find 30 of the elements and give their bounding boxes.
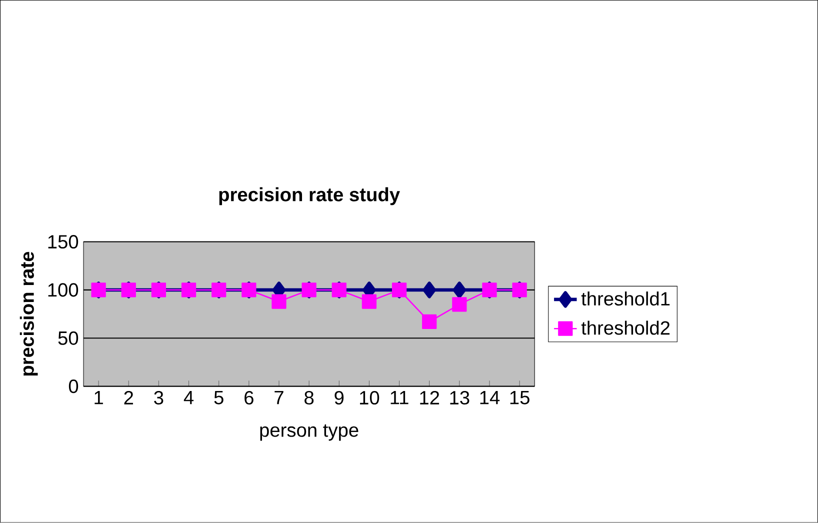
x-tick-label: 11 <box>390 391 408 404</box>
x-tick-label: 8 <box>304 391 314 405</box>
point <box>452 282 466 298</box>
x-tick-label: 15 <box>510 391 530 404</box>
y-tick-label: 100 <box>48 283 78 297</box>
legend-label: threshold2 <box>581 320 670 335</box>
x-tick-label: 7 <box>274 391 284 404</box>
point <box>422 314 437 330</box>
x-tick-label: 12 <box>420 391 440 404</box>
point <box>362 294 377 309</box>
x-tick-label: 13 <box>450 391 470 405</box>
point <box>272 294 286 309</box>
y-tick-label: 0 <box>68 380 78 394</box>
x-tick-label: 10 <box>360 391 380 405</box>
x-tick-label: 9 <box>334 391 344 405</box>
x-tick-label: 1 <box>94 391 103 404</box>
x-tick-label: 14 <box>480 391 500 404</box>
x-tick-label: 2 <box>124 391 133 404</box>
point <box>422 282 436 298</box>
x-tick-label: 5 <box>214 391 224 404</box>
y-axis-title: precision rate <box>20 252 38 376</box>
legend-label: threshold1 <box>581 292 670 306</box>
y-tick-label: 150 <box>48 235 78 249</box>
chart-title: precision rate study <box>219 187 400 206</box>
y-tick-label: 50 <box>58 331 78 345</box>
x-tick-label: 6 <box>244 391 254 405</box>
x-axis-title: person type <box>260 424 358 441</box>
x-tick-label: 3 <box>154 391 164 405</box>
point <box>452 297 467 312</box>
x-tick-label: 4 <box>184 391 194 404</box>
